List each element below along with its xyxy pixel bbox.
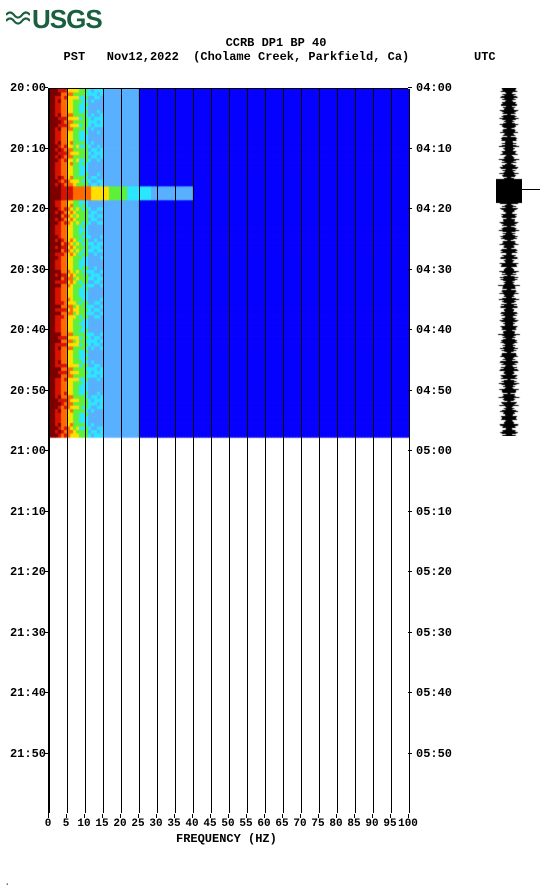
y-tick-right: 05:30	[416, 626, 452, 640]
y-tick-left: 21:50	[6, 747, 46, 761]
y-tick-left: 21:30	[6, 626, 46, 640]
usgs-logo: USGS	[6, 4, 102, 35]
x-tick: 25	[131, 818, 144, 830]
y-tick-right: 05:00	[416, 444, 452, 458]
x-tick: 10	[77, 818, 90, 830]
x-tick: 15	[95, 818, 108, 830]
logo-wave-icon	[6, 7, 30, 33]
logo-text: USGS	[32, 4, 102, 35]
y-tick-left: 21:10	[6, 505, 46, 519]
x-tick: 50	[221, 818, 234, 830]
x-axis-label: FREQUENCY (HZ)	[176, 832, 277, 846]
y-tick-left: 20:20	[6, 202, 46, 216]
x-tick: 60	[257, 818, 270, 830]
chart-title-line1: CCRB DP1 BP 40	[0, 36, 552, 50]
x-tick: 0	[45, 818, 52, 830]
y-tick-left: 21:20	[6, 565, 46, 579]
x-tick: 75	[311, 818, 324, 830]
y-tick-right: 05:40	[416, 686, 452, 700]
spectrogram	[48, 88, 408, 814]
x-tick: 35	[167, 818, 180, 830]
chart-title-block: CCRB DP1 BP 40 PST Nov12,2022 (Cholame C…	[0, 36, 552, 64]
x-tick: 100	[398, 818, 418, 830]
y-tick-right: 05:50	[416, 747, 452, 761]
x-tick: 90	[365, 818, 378, 830]
y-tick-left: 20:50	[6, 384, 46, 398]
footer-mark: .	[4, 877, 11, 889]
y-tick-right: 04:10	[416, 142, 452, 156]
y-tick-right: 04:20	[416, 202, 452, 216]
x-tick: 40	[185, 818, 198, 830]
x-tick: 65	[275, 818, 288, 830]
seismogram-trace	[496, 88, 522, 436]
y-tick-right: 04:00	[416, 81, 452, 95]
chart-title-line2: PST Nov12,2022 (Cholame Creek, Parkfield…	[0, 50, 552, 64]
frequency-gridlines	[49, 89, 407, 813]
x-tick: 30	[149, 818, 162, 830]
y-tick-left: 20:10	[6, 142, 46, 156]
x-tick: 80	[329, 818, 342, 830]
y-tick-right: 04:30	[416, 263, 452, 277]
x-tick: 85	[347, 818, 360, 830]
event-marker	[522, 189, 540, 190]
y-tick-right: 04:50	[416, 384, 452, 398]
x-tick: 45	[203, 818, 216, 830]
y-tick-left: 21:00	[6, 444, 46, 458]
x-tick: 55	[239, 818, 252, 830]
x-tick: 95	[383, 818, 396, 830]
y-tick-left: 21:40	[6, 686, 46, 700]
spectrogram-plot	[48, 88, 408, 814]
y-tick-left: 20:30	[6, 263, 46, 277]
x-tick: 70	[293, 818, 306, 830]
y-tick-left: 20:40	[6, 323, 46, 337]
x-tick: 5	[63, 818, 70, 830]
y-tick-right: 05:20	[416, 565, 452, 579]
y-tick-left: 20:00	[6, 81, 46, 95]
x-tick: 20	[113, 818, 126, 830]
y-tick-right: 04:40	[416, 323, 452, 337]
y-tick-right: 05:10	[416, 505, 452, 519]
